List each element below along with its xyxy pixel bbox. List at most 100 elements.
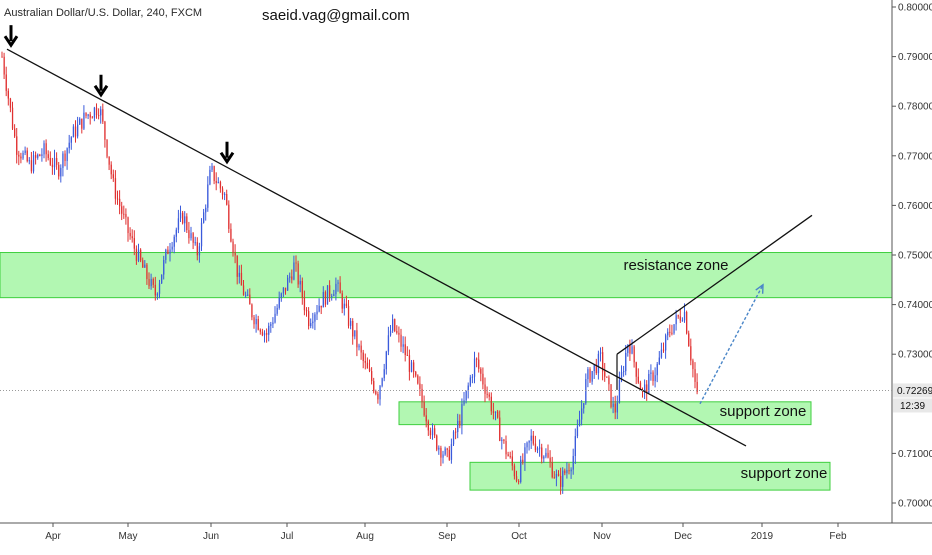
candle-body xyxy=(463,400,465,405)
candle-body xyxy=(667,331,669,336)
zone-rect-2 xyxy=(398,401,812,426)
candle-body xyxy=(106,139,108,157)
candle-body xyxy=(379,385,381,400)
candle-body xyxy=(58,164,60,177)
candle-body xyxy=(37,154,39,158)
candle-body xyxy=(511,456,513,466)
candle-body xyxy=(274,313,276,323)
candle-body xyxy=(310,323,312,327)
candle-body xyxy=(560,475,562,487)
candle-body xyxy=(245,294,247,296)
candle-body xyxy=(591,371,593,382)
candle-body xyxy=(606,376,608,378)
candle-body xyxy=(513,465,516,477)
candle-body xyxy=(646,384,648,393)
candle-body xyxy=(28,160,30,162)
candle-body xyxy=(144,264,146,268)
candle-body xyxy=(486,393,488,395)
candle-body xyxy=(389,330,392,336)
candle-body xyxy=(98,115,100,117)
candle-body xyxy=(471,376,474,378)
candle-body xyxy=(196,242,198,256)
candle-body xyxy=(314,314,316,322)
candle-body xyxy=(213,166,215,182)
current-price-label-bg xyxy=(893,383,932,398)
candle-body xyxy=(602,352,604,372)
downtrend-line xyxy=(6,48,747,447)
candle-body xyxy=(679,316,681,321)
zones-layer xyxy=(0,252,893,491)
candle-body xyxy=(165,249,167,260)
candle-body xyxy=(612,403,614,407)
candle-body xyxy=(64,153,66,161)
projection-arrow-head xyxy=(755,283,764,294)
zone-labels-layer: resistance zone support zone support zone xyxy=(623,257,827,482)
candle-body xyxy=(184,216,186,224)
candle-body xyxy=(566,470,568,474)
candle-body xyxy=(387,335,390,352)
candle-body xyxy=(291,276,293,280)
candle-body xyxy=(284,287,287,291)
candle-body xyxy=(375,391,377,394)
candle-body xyxy=(381,378,383,386)
price-tick-label: 0.79000 xyxy=(898,52,932,63)
candle-body xyxy=(354,330,356,337)
candle-body xyxy=(404,344,406,355)
candle-body xyxy=(51,164,54,168)
candle-body xyxy=(482,373,484,385)
candle-body xyxy=(148,279,150,287)
candle-body xyxy=(413,362,415,372)
candle-body xyxy=(576,426,579,437)
current-price-label: 0.72269 xyxy=(897,386,932,397)
candle-body xyxy=(578,419,581,427)
candle-body xyxy=(423,402,425,416)
candle-body xyxy=(188,230,190,239)
candle-body xyxy=(123,213,125,215)
candle-body xyxy=(557,473,560,476)
candle-body xyxy=(146,264,148,280)
candle-body xyxy=(373,381,375,392)
candle-body xyxy=(440,447,442,458)
candle-body xyxy=(205,207,207,213)
candle-body xyxy=(530,435,532,441)
price-tick-label: 0.71000 xyxy=(898,449,932,460)
time-tick-label: Apr xyxy=(45,531,61,542)
candle-body xyxy=(169,249,171,254)
swing-high-arrowhead-3 xyxy=(219,151,235,165)
candle-body xyxy=(518,481,520,483)
candle-body xyxy=(620,371,623,381)
candle-body xyxy=(425,415,427,422)
candle-body xyxy=(167,249,169,254)
candle-body xyxy=(364,361,366,363)
candle-body xyxy=(324,292,327,305)
candle-body xyxy=(438,447,440,450)
candle-body xyxy=(452,431,455,445)
candle-body xyxy=(683,312,686,321)
countdown-label: 12:39 xyxy=(900,401,925,412)
candle-body xyxy=(681,320,684,322)
time-tick-label: Dec xyxy=(674,531,692,542)
candle-body xyxy=(104,121,106,140)
candle-body xyxy=(89,114,91,118)
candle-body xyxy=(66,148,68,161)
price-tick-label: 0.78000 xyxy=(898,102,932,113)
candle-body xyxy=(658,357,660,365)
candle-body xyxy=(429,430,432,436)
candle-body xyxy=(400,334,402,347)
candle-body xyxy=(93,107,96,118)
price-axis-bg xyxy=(892,0,932,550)
candle-body xyxy=(297,263,299,285)
candle-body xyxy=(35,155,37,158)
candle-body xyxy=(312,321,314,324)
candle-body xyxy=(150,279,152,287)
candle-body xyxy=(171,246,173,250)
candle-body xyxy=(87,114,89,116)
candle-body xyxy=(371,371,373,382)
candle-body xyxy=(156,293,159,296)
candle-body xyxy=(431,428,434,436)
candle-body xyxy=(669,331,671,333)
candle-body xyxy=(545,452,547,457)
